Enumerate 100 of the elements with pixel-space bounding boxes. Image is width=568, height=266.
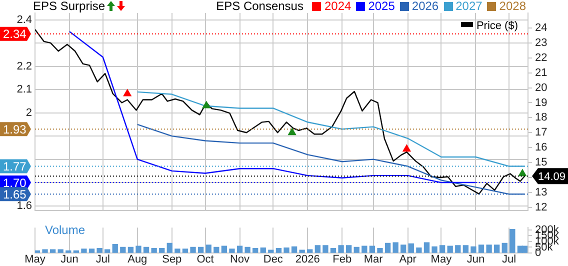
x-tick-label: Dec xyxy=(263,254,284,266)
bar xyxy=(424,242,430,253)
bar xyxy=(447,246,453,253)
bar xyxy=(221,246,228,253)
y-tick-label: 2.1 xyxy=(16,84,32,96)
ref-line-label: 2.34 xyxy=(3,27,27,42)
point xyxy=(123,89,132,96)
x-tick-label: Jul xyxy=(96,254,110,266)
x-tick-label: Oct xyxy=(196,254,214,266)
bar xyxy=(112,244,118,253)
bar xyxy=(346,245,352,253)
bar xyxy=(369,246,376,253)
bar xyxy=(104,249,110,253)
bar xyxy=(330,248,336,253)
y2-tick-label: 13 xyxy=(535,186,548,198)
legend-title: EPS Consensus xyxy=(216,0,304,13)
bar xyxy=(276,248,282,253)
y2-tick-label: 19 xyxy=(535,96,548,109)
bar xyxy=(384,242,391,253)
y-tick-label: 2 xyxy=(26,106,32,119)
ref-line-label: 1.70 xyxy=(3,176,27,190)
bar xyxy=(120,246,126,253)
ref-line-label: 14.09 xyxy=(538,171,566,184)
bar xyxy=(58,249,64,253)
bar xyxy=(462,245,469,253)
bar xyxy=(88,248,95,253)
bar xyxy=(502,242,508,253)
bar xyxy=(362,246,368,253)
bar xyxy=(494,244,500,253)
x-tick-label: Jul xyxy=(502,254,516,266)
bar xyxy=(206,244,212,253)
x-tick-label: Aug xyxy=(128,254,148,266)
bar xyxy=(81,248,87,253)
bar xyxy=(136,246,142,253)
bar xyxy=(182,248,188,253)
bar xyxy=(314,245,320,253)
point xyxy=(518,169,526,176)
bar xyxy=(455,245,461,253)
bar xyxy=(322,245,328,253)
y2-tick-label: 22 xyxy=(535,52,548,64)
legend-label: 2026 xyxy=(410,0,439,13)
bar xyxy=(510,229,516,253)
bar xyxy=(166,242,172,253)
x-tick-label: Nov xyxy=(230,254,250,266)
bar xyxy=(159,248,165,253)
ref-line-label: 1.77 xyxy=(3,160,27,174)
bar xyxy=(268,250,274,253)
bar xyxy=(392,242,398,253)
y2-tick-label: 23 xyxy=(535,36,548,49)
bar xyxy=(338,245,344,253)
y2-tick-label: 20 xyxy=(535,82,548,94)
legend-label: Price ($) xyxy=(475,20,518,32)
bar xyxy=(299,250,305,253)
bar xyxy=(236,246,243,253)
point xyxy=(402,144,411,152)
bar xyxy=(66,250,72,253)
bar xyxy=(229,248,235,253)
point xyxy=(202,101,210,108)
bar xyxy=(42,249,48,253)
annotation: EPS Surprise xyxy=(33,0,106,13)
point xyxy=(288,128,296,136)
bar xyxy=(151,248,157,253)
y-tick-label: 2.4 xyxy=(16,14,32,26)
x-tick-label: Feb xyxy=(332,254,352,266)
bar xyxy=(284,247,290,253)
x-tick-label: Apr xyxy=(399,254,417,266)
x-tick-label: Sep xyxy=(162,254,182,266)
legend-label: 2025 xyxy=(367,0,395,13)
bar xyxy=(198,246,204,253)
bar xyxy=(190,246,196,253)
x-tick-label: Jun xyxy=(466,254,485,266)
bar xyxy=(408,243,414,253)
bar xyxy=(214,246,220,253)
bar xyxy=(400,244,406,253)
y2-tick-label: 18 xyxy=(535,112,548,124)
y2-tick-label: 17 xyxy=(535,126,548,139)
x-tick-label: Jun xyxy=(60,254,78,266)
bar xyxy=(143,246,150,253)
y2-axis-title: Volume xyxy=(45,223,86,237)
ref-line-label: 1.65 xyxy=(3,187,27,202)
x-tick-label: 2026 xyxy=(295,254,320,266)
bar xyxy=(470,246,476,253)
bar xyxy=(252,248,258,253)
bar xyxy=(260,247,266,253)
bar xyxy=(96,248,102,253)
x-tick-label: Mar xyxy=(364,254,384,266)
x-tick-label: May xyxy=(430,254,452,266)
ref-line-label: 1.93 xyxy=(3,122,27,136)
legend-label: 2028 xyxy=(498,0,526,13)
bar xyxy=(174,248,180,253)
bar xyxy=(35,250,40,253)
legend-label: 2027 xyxy=(454,0,482,13)
bar xyxy=(50,249,56,253)
bar xyxy=(522,246,528,253)
x-tick-label: May xyxy=(24,254,46,266)
y2-tick-label: 15 xyxy=(535,156,548,169)
bar xyxy=(244,246,250,253)
bar xyxy=(486,244,492,253)
bar xyxy=(416,247,422,253)
bar xyxy=(73,250,80,253)
